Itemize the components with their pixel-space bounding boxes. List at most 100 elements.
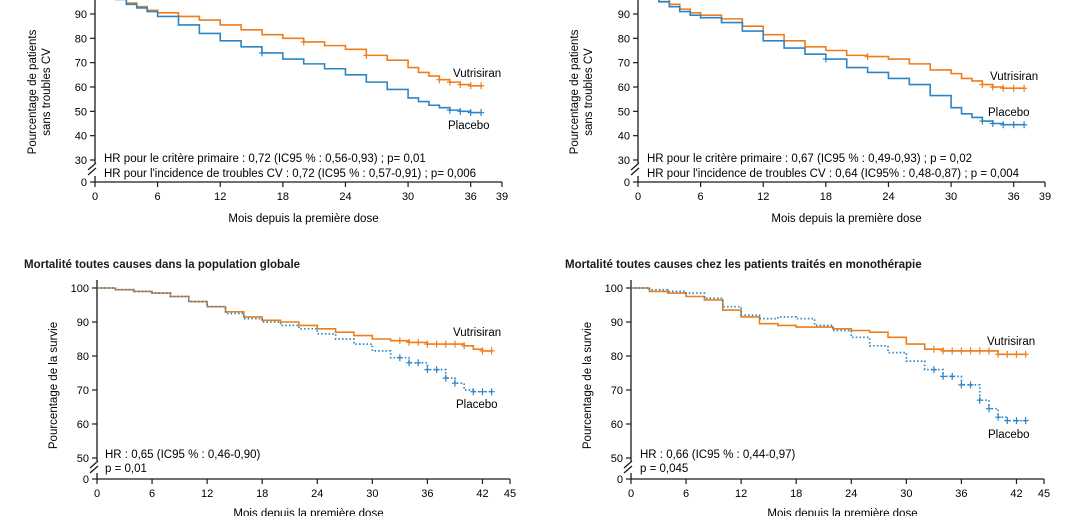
censor-mark-vutrisiran <box>436 76 443 84</box>
censor-mark-vutrisiran <box>989 83 996 91</box>
y-tick-label: 80 <box>611 351 623 363</box>
censor-mark-vutrisiran <box>442 340 449 348</box>
hr-annotation: p = 0,01 <box>105 463 147 475</box>
x-tick-label: 18 <box>256 488 268 500</box>
panel-title-mort-mono: Mortalité toutes causes chez les patient… <box>565 259 922 271</box>
y-axis-label-line2: sans troubles CV <box>583 48 595 136</box>
x-tick-label: 39 <box>1039 191 1051 203</box>
censor-mark-placebo <box>488 388 495 396</box>
censor-mark-placebo <box>940 372 947 380</box>
censor-mark-vutrisiran <box>958 347 965 355</box>
censor-mark-vutrisiran <box>864 53 871 61</box>
y-axis-label-line1: Pourcentage de patients <box>27 29 39 154</box>
y-tick-label: 50 <box>611 453 623 465</box>
x-tick-label: 30 <box>402 191 414 203</box>
y-tick-label: 70 <box>75 58 87 70</box>
series-line-vutrisiran <box>97 287 492 352</box>
censor-mark-placebo <box>457 107 464 115</box>
censor-mark-placebo <box>930 366 937 374</box>
y-tick-label: 80 <box>75 33 87 45</box>
label-vutrisiran: Vutrisiran <box>987 336 1035 348</box>
hr-annotation: HR pour le critère primaire : 0,67 (IC95… <box>647 153 972 165</box>
x-tick-label: 42 <box>1010 488 1022 500</box>
y-tick-label: 50 <box>77 453 89 465</box>
series-line-placebo <box>97 287 492 393</box>
y-tick-label: 80 <box>77 351 89 363</box>
censor-mark-vutrisiran <box>940 347 947 355</box>
x-axis-label: Mois depuis la première dose <box>771 213 921 225</box>
y-tick-label: 70 <box>77 385 89 397</box>
x-tick-label: 18 <box>277 191 289 203</box>
censor-mark-placebo <box>995 413 1002 421</box>
y-tick-label: 50 <box>75 106 87 118</box>
censor-mark-vutrisiran <box>406 338 413 346</box>
series-line-placebo <box>115 0 482 114</box>
y-tick-label: 90 <box>611 317 623 329</box>
x-tick-label: 30 <box>900 488 912 500</box>
censor-mark-vutrisiran <box>995 350 1002 358</box>
censor-mark-placebo <box>1010 121 1017 129</box>
x-axis-label: Mois depuis la première dose <box>228 213 378 225</box>
censor-mark-placebo <box>424 366 431 374</box>
y-tick-label: 0 <box>617 474 623 486</box>
x-tick-label: 30 <box>366 488 378 500</box>
label-placebo: Placebo <box>988 107 1030 119</box>
hr-annotation: HR pour l'incidence de troubles CV : 0,7… <box>104 168 476 180</box>
chart-mort_mono: 50 60 70 80 90 100 00 6 12 18 24 30 36 42 45 Mois depui… <box>582 280 1050 516</box>
x-tick-label: 24 <box>845 488 857 500</box>
censor-mark-vutrisiran <box>451 340 458 348</box>
y-tick-label: 0 <box>624 177 630 189</box>
label-vutrisiran: Vutrisiran <box>453 68 501 80</box>
x-tick-label: 6 <box>698 191 704 203</box>
censor-mark-vutrisiran <box>424 340 431 348</box>
censor-mark-vutrisiran <box>930 345 937 353</box>
label-placebo: Placebo <box>448 120 490 132</box>
x-tick-label: 36 <box>1008 191 1020 203</box>
x-tick-label: 12 <box>214 191 226 203</box>
series-line-placebo <box>631 287 1026 422</box>
y-tick-label: 100 <box>71 283 89 295</box>
censor-mark-placebo <box>433 366 440 374</box>
censor-mark-vutrisiran <box>478 82 485 90</box>
chart-cv_mono: 30 40 50 60 70 80 90 00 6 12 18 24 30 36 39 Mois depuis… <box>569 0 1051 225</box>
y-tick-label: 30 <box>75 155 87 167</box>
x-tick-label: 0 <box>92 191 98 203</box>
censor-mark-vutrisiran <box>1022 350 1029 358</box>
censor-mark-placebo <box>442 374 449 382</box>
censor-mark-vutrisiran <box>488 347 495 355</box>
series-line-vutrisiran <box>125 0 482 87</box>
censor-mark-vutrisiran <box>363 51 370 59</box>
hr-annotation: HR : 0,66 (IC95 % : 0,44-0,97) <box>640 449 795 461</box>
series-line-vutrisiran <box>658 0 1025 90</box>
hr-annotation: HR pour l'incidence de troubles CV : 0,6… <box>647 168 1020 180</box>
x-tick-label: 0 <box>635 191 641 203</box>
x-tick-label: 6 <box>155 191 161 203</box>
x-tick-label: 6 <box>149 488 155 500</box>
y-tick-label: 60 <box>75 82 87 94</box>
censor-mark-placebo <box>989 120 996 127</box>
x-axis-label: Mois depuis la première dose <box>767 508 917 516</box>
censor-mark-placebo <box>451 379 458 387</box>
label-vutrisiran: Vutrisiran <box>453 327 501 339</box>
censor-mark-placebo <box>415 359 422 367</box>
axis-break-mark <box>87 162 97 176</box>
y-tick-label: 90 <box>77 317 89 329</box>
x-tick-label: 12 <box>757 191 769 203</box>
y-axis-label: Pourcentage de la survie <box>48 322 60 449</box>
label-placebo: Placebo <box>988 429 1030 441</box>
censor-mark-vutrisiran <box>985 347 992 355</box>
x-tick-label: 18 <box>820 191 832 203</box>
censor-mark-placebo <box>1022 417 1029 425</box>
y-tick-label: 80 <box>618 33 630 45</box>
x-tick-label: 0 <box>94 488 100 500</box>
censor-mark-placebo <box>1013 417 1020 425</box>
censor-mark-vutrisiran <box>967 347 974 355</box>
censor-mark-placebo <box>822 55 829 63</box>
censor-mark-placebo <box>470 388 477 396</box>
x-tick-label: 36 <box>955 488 967 500</box>
censor-mark-placebo <box>967 381 974 389</box>
x-tick-label: 24 <box>311 488 323 500</box>
panel-title-mort-global: Mortalité toutes causes dans la populati… <box>24 259 301 271</box>
x-tick-label: 39 <box>496 191 508 203</box>
censor-mark-vutrisiran <box>1004 350 1011 358</box>
